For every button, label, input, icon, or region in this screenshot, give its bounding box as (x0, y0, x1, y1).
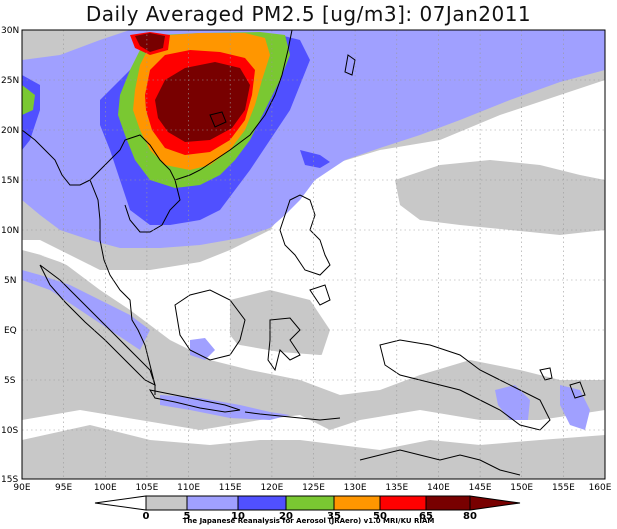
lon-label: 95E (55, 483, 72, 493)
coast-mainland (22, 129, 156, 395)
lat-label: 30N (1, 26, 19, 36)
coast-hainan (209, 111, 227, 128)
coast-australia (359, 449, 521, 476)
lat-label: 25N (1, 76, 19, 86)
lon-label: 120E (260, 483, 283, 493)
field-lightblue-png (495, 385, 530, 420)
colorbar-label: 5 (184, 511, 191, 522)
lat-label: 15S (1, 475, 18, 485)
lat-label: 15N (1, 176, 19, 186)
lat-label: EQ (4, 326, 17, 336)
colorbar-arrow-right (469, 495, 521, 511)
field-blue-east (300, 150, 330, 168)
colorbar-seg (145, 495, 188, 511)
lon-label: 110E (177, 483, 200, 493)
lon-label: 125E (302, 483, 325, 493)
lon-label: 140E (427, 483, 450, 493)
credit-line: The Japanese Reanalysis for Aerosol (JRA… (182, 517, 435, 525)
colorbar-label: 10 (231, 511, 245, 522)
lon-label: 115E (219, 483, 242, 493)
lon-label: 150E (510, 483, 533, 493)
coast-sumatra (39, 264, 156, 386)
colorbar-label: 0 (143, 511, 150, 522)
colorbar-label: 80 (463, 511, 477, 522)
coast-sulawesi (267, 317, 301, 372)
colorbar-seg (379, 495, 427, 511)
coast-philippines (279, 194, 331, 306)
lat-label: 10N (1, 226, 19, 236)
lon-label: 100E (94, 483, 117, 493)
colorbar-seg (237, 495, 287, 511)
field-gray-east (395, 160, 605, 235)
lon-label: 145E (469, 483, 492, 493)
lon-label: 160E (589, 483, 612, 493)
coast-china (89, 30, 293, 233)
coast-borneo (174, 289, 246, 361)
lon-label: 105E (135, 483, 158, 493)
field-white-gap1 (40, 255, 605, 385)
field-darkred-north (135, 33, 165, 52)
lat-label: 5N (4, 276, 16, 286)
coast-taiwan (344, 54, 356, 76)
colorbar-label: 20 (279, 511, 293, 522)
lon-label: 130E (344, 483, 367, 493)
map-title: Daily Averaged PM2.5 [ug/m3]: 07Jan2011 (85, 2, 532, 26)
gridlines (22, 30, 605, 479)
lon-label: 90E (13, 483, 30, 493)
colorbar-seg (285, 495, 335, 511)
colorbar-label: 50 (373, 511, 387, 522)
coast-islands-east (539, 367, 586, 399)
lat-label: 20N (1, 126, 19, 136)
lon-label: 155E (552, 483, 575, 493)
colorbar-label: 35 (327, 511, 341, 522)
coast-java (148, 389, 241, 413)
coast-lesser-sunda (244, 411, 341, 421)
colorbar-label: 65 (419, 511, 433, 522)
colorbar: 0 5 10 20 35 50 65 80 (94, 495, 521, 522)
latitude-axis: 30N 25N 20N 15N 10N 5N EQ 5S 10S 15S (1, 26, 19, 485)
concentration-fields (22, 30, 605, 479)
lat-label: 10S (1, 426, 18, 436)
lon-label: 135E (385, 483, 408, 493)
field-gray-south (22, 425, 605, 479)
colorbar-seg (186, 495, 239, 511)
longitude-axis: 90E 95E 100E 105E 110E 115E 120E 125E 13… (13, 483, 611, 493)
colorbar-seg (333, 495, 381, 511)
colorbar-seg (425, 495, 471, 511)
lat-label: 5S (4, 376, 16, 386)
colorbar-labels: 0 5 10 20 35 50 65 80 (143, 511, 477, 522)
field-green-west (22, 85, 35, 115)
field-lightblue-south2 (190, 338, 215, 360)
plot-frame (21, 29, 606, 480)
colorbar-arrow-left (94, 495, 147, 511)
